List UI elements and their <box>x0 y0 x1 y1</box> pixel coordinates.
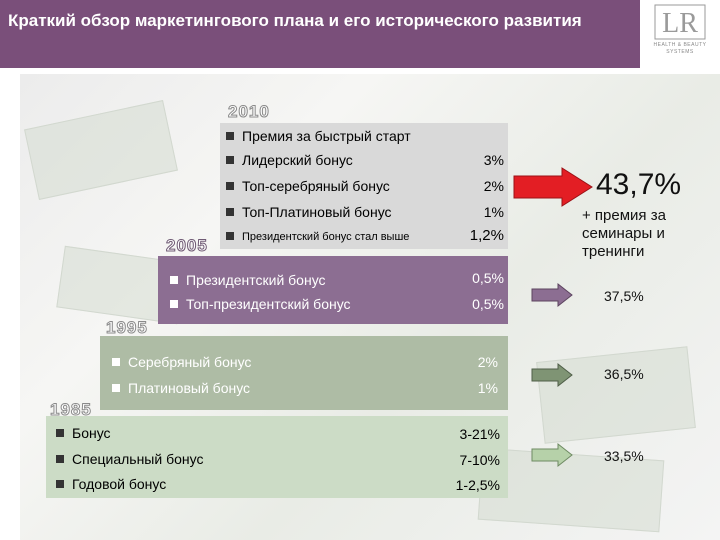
period-band-2010 <box>220 123 508 249</box>
logo-tagline: HEALTH & BEAUTY SYSTEMS <box>653 42 707 55</box>
bonus-label: Специальный бонус <box>72 451 204 467</box>
bonus-value: 1% <box>483 204 504 220</box>
bonus-label: Годовой бонус <box>72 476 167 492</box>
seminar-bonus-note: + премия за семинары и тренинги <box>582 207 666 260</box>
bonus-label: Премия за быстрый старт <box>242 128 411 144</box>
bonus-label: Лидерский бонус <box>242 152 353 168</box>
logo: LR HEALTH & BEAUTY SYSTEMS <box>640 0 720 68</box>
bullet-square-icon <box>56 480 64 489</box>
bonus-label: Топ-Платиновый бонус <box>242 204 392 220</box>
banknote-image <box>536 346 696 444</box>
list-item: Топ-серебряный бонус <box>226 174 390 198</box>
slide-title: Краткий обзор маркетингового плана и его… <box>8 11 582 30</box>
bonus-label: Серебряный бонус <box>128 354 252 370</box>
bonus-label: Бонус <box>72 425 111 441</box>
bullet-square-icon <box>226 182 234 191</box>
banknote-image <box>24 100 178 200</box>
bonus-value: 0,5% <box>472 270 504 286</box>
list-item: Годовой бонус <box>56 472 166 496</box>
total-percent-2005: 37,5% <box>604 288 644 304</box>
bullet-square-icon <box>226 208 234 217</box>
list-item: Лидерский бонус <box>226 148 353 172</box>
list-item: Премия за быстрый старт <box>226 124 411 148</box>
bullet-square-icon <box>170 300 178 309</box>
bonus-label: Платиновый бонус <box>128 380 251 396</box>
bonus-value: 2% <box>477 354 498 370</box>
arrow-right-icon <box>513 167 593 207</box>
list-item: Платиновый бонус <box>112 376 250 400</box>
year-label-1995: 1995 <box>106 318 148 338</box>
bullet-square-icon <box>170 276 178 285</box>
bullet-square-icon <box>226 156 234 165</box>
period-band-1985 <box>46 416 508 498</box>
bonus-label: Топ-президентский бонус <box>186 296 351 312</box>
bullet-square-icon <box>226 132 234 141</box>
bonus-value: 3% <box>483 152 504 168</box>
bonus-value: 1% <box>477 380 498 396</box>
year-label-2005: 2005 <box>166 236 208 256</box>
bonus-value: 2% <box>483 178 504 194</box>
period-band-1995 <box>100 336 508 410</box>
bonus-label: Президентский бонус <box>186 272 326 288</box>
bonus-label: Топ-серебряный бонус <box>242 178 390 194</box>
bonus-value: 0,5% <box>472 296 504 312</box>
year-label-1985: 1985 <box>50 400 92 420</box>
bullet-square-icon <box>56 429 64 438</box>
bullet-square-icon <box>112 358 120 367</box>
bullet-square-icon <box>112 384 120 393</box>
bonus-value: 1,2% <box>469 227 504 244</box>
total-percent-1995: 36,5% <box>604 366 644 382</box>
bonus-value: 1-2,5% <box>455 477 500 493</box>
period-band-2005 <box>158 256 508 324</box>
bonus-label: Президентский бонус стал выше <box>242 231 410 243</box>
list-item: Топ-президентский бонус <box>170 292 351 316</box>
logo-mark-text: LR <box>662 8 698 39</box>
arrow-right-icon <box>531 442 573 468</box>
bonus-value: 3-21% <box>459 426 500 442</box>
list-item: Президентский бонус стал выше <box>226 225 409 249</box>
list-item: Серебряный бонус <box>112 350 251 374</box>
bullet-square-icon <box>226 232 234 241</box>
arrow-right-icon <box>531 282 573 308</box>
year-label-2010: 2010 <box>228 102 270 122</box>
total-percent-2010: 43,7% <box>596 168 682 201</box>
list-item: Президентский бонус <box>170 268 326 292</box>
list-item: Топ-Платиновый бонус <box>226 200 392 224</box>
list-item: Специальный бонус <box>56 447 203 471</box>
bullet-square-icon <box>56 455 64 464</box>
list-item: Бонус <box>56 421 111 445</box>
lr-logo-icon: LR <box>654 4 706 40</box>
arrow-right-icon <box>531 362 573 388</box>
title-bar: Краткий обзор маркетингового плана и его… <box>0 0 640 68</box>
total-percent-1985: 33,5% <box>604 448 644 464</box>
bonus-value: 7-10% <box>459 452 500 468</box>
